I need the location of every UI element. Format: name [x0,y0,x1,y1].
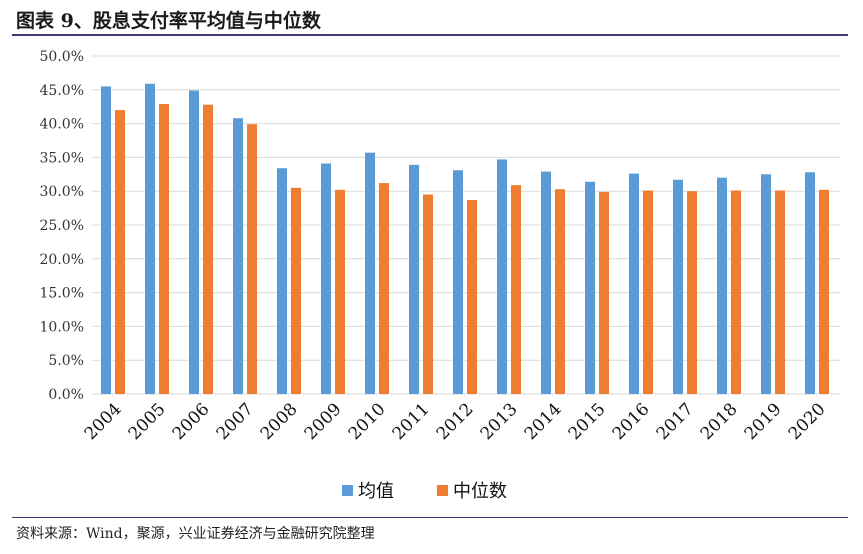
bar-mean-2013 [497,159,507,394]
y-tick-label: 45.0% [40,83,84,99]
source-note: 资料来源：Wind，聚源，兴业证券经济与金融研究院整理 [16,526,375,542]
bar-mean-2017 [673,179,683,394]
bar-mean-2005 [145,83,155,394]
bar-mean-2006 [189,90,199,394]
bar-mean-2004 [101,86,111,395]
bar-mean-2009 [321,163,331,394]
y-tick-label: 15.0% [40,286,84,302]
bar-median-2015 [599,191,609,394]
x-tick-label: 2017 [653,399,698,444]
x-tick-label: 2014 [521,399,566,444]
y-tick-label: 5.0% [48,353,84,369]
bar-median-2013 [511,185,521,394]
bar-median-2004 [115,110,125,394]
bar-mean-2007 [233,118,243,394]
bar-mean-2014 [541,171,551,394]
y-tick-label: 50.0% [40,49,84,65]
x-tick-label: 2018 [697,399,742,444]
y-tick-label: 30.0% [40,184,84,200]
legend-swatch-0 [342,485,353,496]
bar-median-2008 [291,187,301,394]
bar-median-2006 [203,104,213,394]
title-divider [12,34,848,36]
y-tick-label: 40.0% [40,117,84,133]
bar-median-2014 [555,189,565,394]
bar-mean-2018 [717,177,727,394]
legend-swatch-1 [437,485,448,496]
bar-median-2009 [335,189,345,394]
bar-mean-2016 [629,173,639,394]
x-tick-label: 2008 [257,399,302,444]
x-tick-label: 2012 [433,399,478,444]
bar-mean-2010 [365,152,375,394]
bar-median-2016 [643,190,653,394]
bar-median-2005 [159,103,169,394]
bar-mean-2015 [585,181,595,394]
source-divider [12,517,848,518]
chart-title: 图表 9、股息支付率平均值与中位数 [16,10,321,32]
bar-median-2017 [687,191,697,394]
y-tick-label: 0.0% [48,387,84,403]
x-tick-label: 2005 [125,399,170,444]
legend-label: 中位数 [453,481,507,502]
x-tick-label: 2015 [565,399,610,444]
bar-mean-2012 [453,170,463,394]
x-tick-label: 2010 [345,399,390,444]
x-tick-label: 2004 [81,399,126,444]
x-tick-label: 2019 [741,399,786,444]
bar-mean-2020 [805,172,815,394]
y-tick-label: 25.0% [40,218,84,234]
x-tick-label: 2011 [389,399,434,444]
bar-mean-2019 [761,174,771,394]
x-tick-label: 2009 [301,399,346,444]
bar-median-2011 [423,194,433,394]
y-tick-label: 35.0% [40,150,84,166]
bar-median-2020 [819,189,829,394]
x-tick-label: 2013 [477,399,522,444]
legend-label: 均值 [358,481,394,502]
bar-median-2007 [247,124,257,394]
bar-mean-2011 [409,164,419,394]
bar-median-2018 [731,190,741,394]
y-tick-label: 20.0% [40,252,84,268]
bar-median-2019 [775,190,785,394]
x-tick-label: 2020 [785,399,830,444]
x-tick-label: 2006 [169,399,214,444]
bar-median-2012 [467,199,477,394]
x-tick-label: 2016 [609,399,654,444]
bar-median-2010 [379,183,389,394]
x-tick-label: 2007 [213,399,258,444]
y-tick-label: 10.0% [40,319,84,335]
bar-mean-2008 [277,168,287,394]
